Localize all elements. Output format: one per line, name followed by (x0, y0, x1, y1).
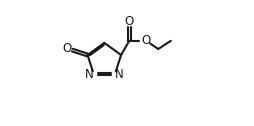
Text: O: O (142, 34, 151, 47)
Text: N: N (85, 68, 94, 81)
Text: O: O (125, 15, 134, 28)
Text: N: N (115, 68, 123, 81)
Text: O: O (62, 42, 72, 55)
